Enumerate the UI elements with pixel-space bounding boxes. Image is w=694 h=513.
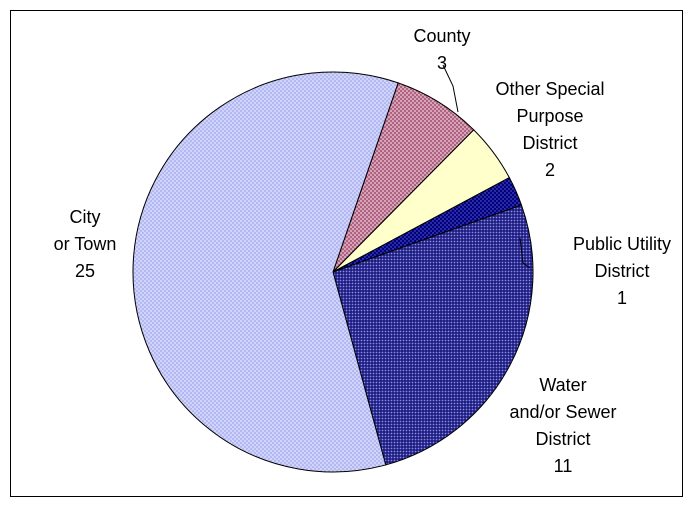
- leader-line-county: [442, 64, 459, 113]
- data-label-line: Public Utility: [573, 234, 671, 254]
- data-label-line: District: [523, 133, 578, 153]
- pie-slice-water-sewer-district: [332, 204, 534, 466]
- data-label-line: District: [536, 429, 591, 449]
- data-label-other-special-purpose-district: Other Special Purpose District 2: [495, 79, 604, 180]
- data-label-public-utility-district: Public Utility District 1: [573, 234, 671, 308]
- data-label-line: or Town: [54, 234, 117, 254]
- data-label-value: 2: [545, 160, 555, 180]
- data-label-line: Purpose: [516, 106, 583, 126]
- data-label-county: County 3: [413, 26, 470, 73]
- data-label-city-or-town: City or Town 25: [54, 207, 117, 281]
- data-label-line: Other Special: [495, 79, 604, 99]
- data-label-value: 3: [437, 53, 447, 73]
- data-label-line: County: [413, 26, 470, 46]
- data-label-line: and/or Sewer: [509, 402, 616, 422]
- data-label-line: City: [70, 207, 101, 227]
- data-label-line: District: [595, 261, 650, 281]
- data-label-water-sewer-district: Water and/or Sewer District 11: [509, 375, 616, 476]
- data-label-value: 1: [617, 288, 627, 308]
- leader-line-public-utility-district: [519, 237, 531, 269]
- data-label-value: 25: [75, 261, 95, 281]
- data-label-line: Water: [539, 375, 586, 395]
- data-label-value: 11: [554, 456, 573, 476]
- pie-slice-city-or-town: [132, 71, 399, 473]
